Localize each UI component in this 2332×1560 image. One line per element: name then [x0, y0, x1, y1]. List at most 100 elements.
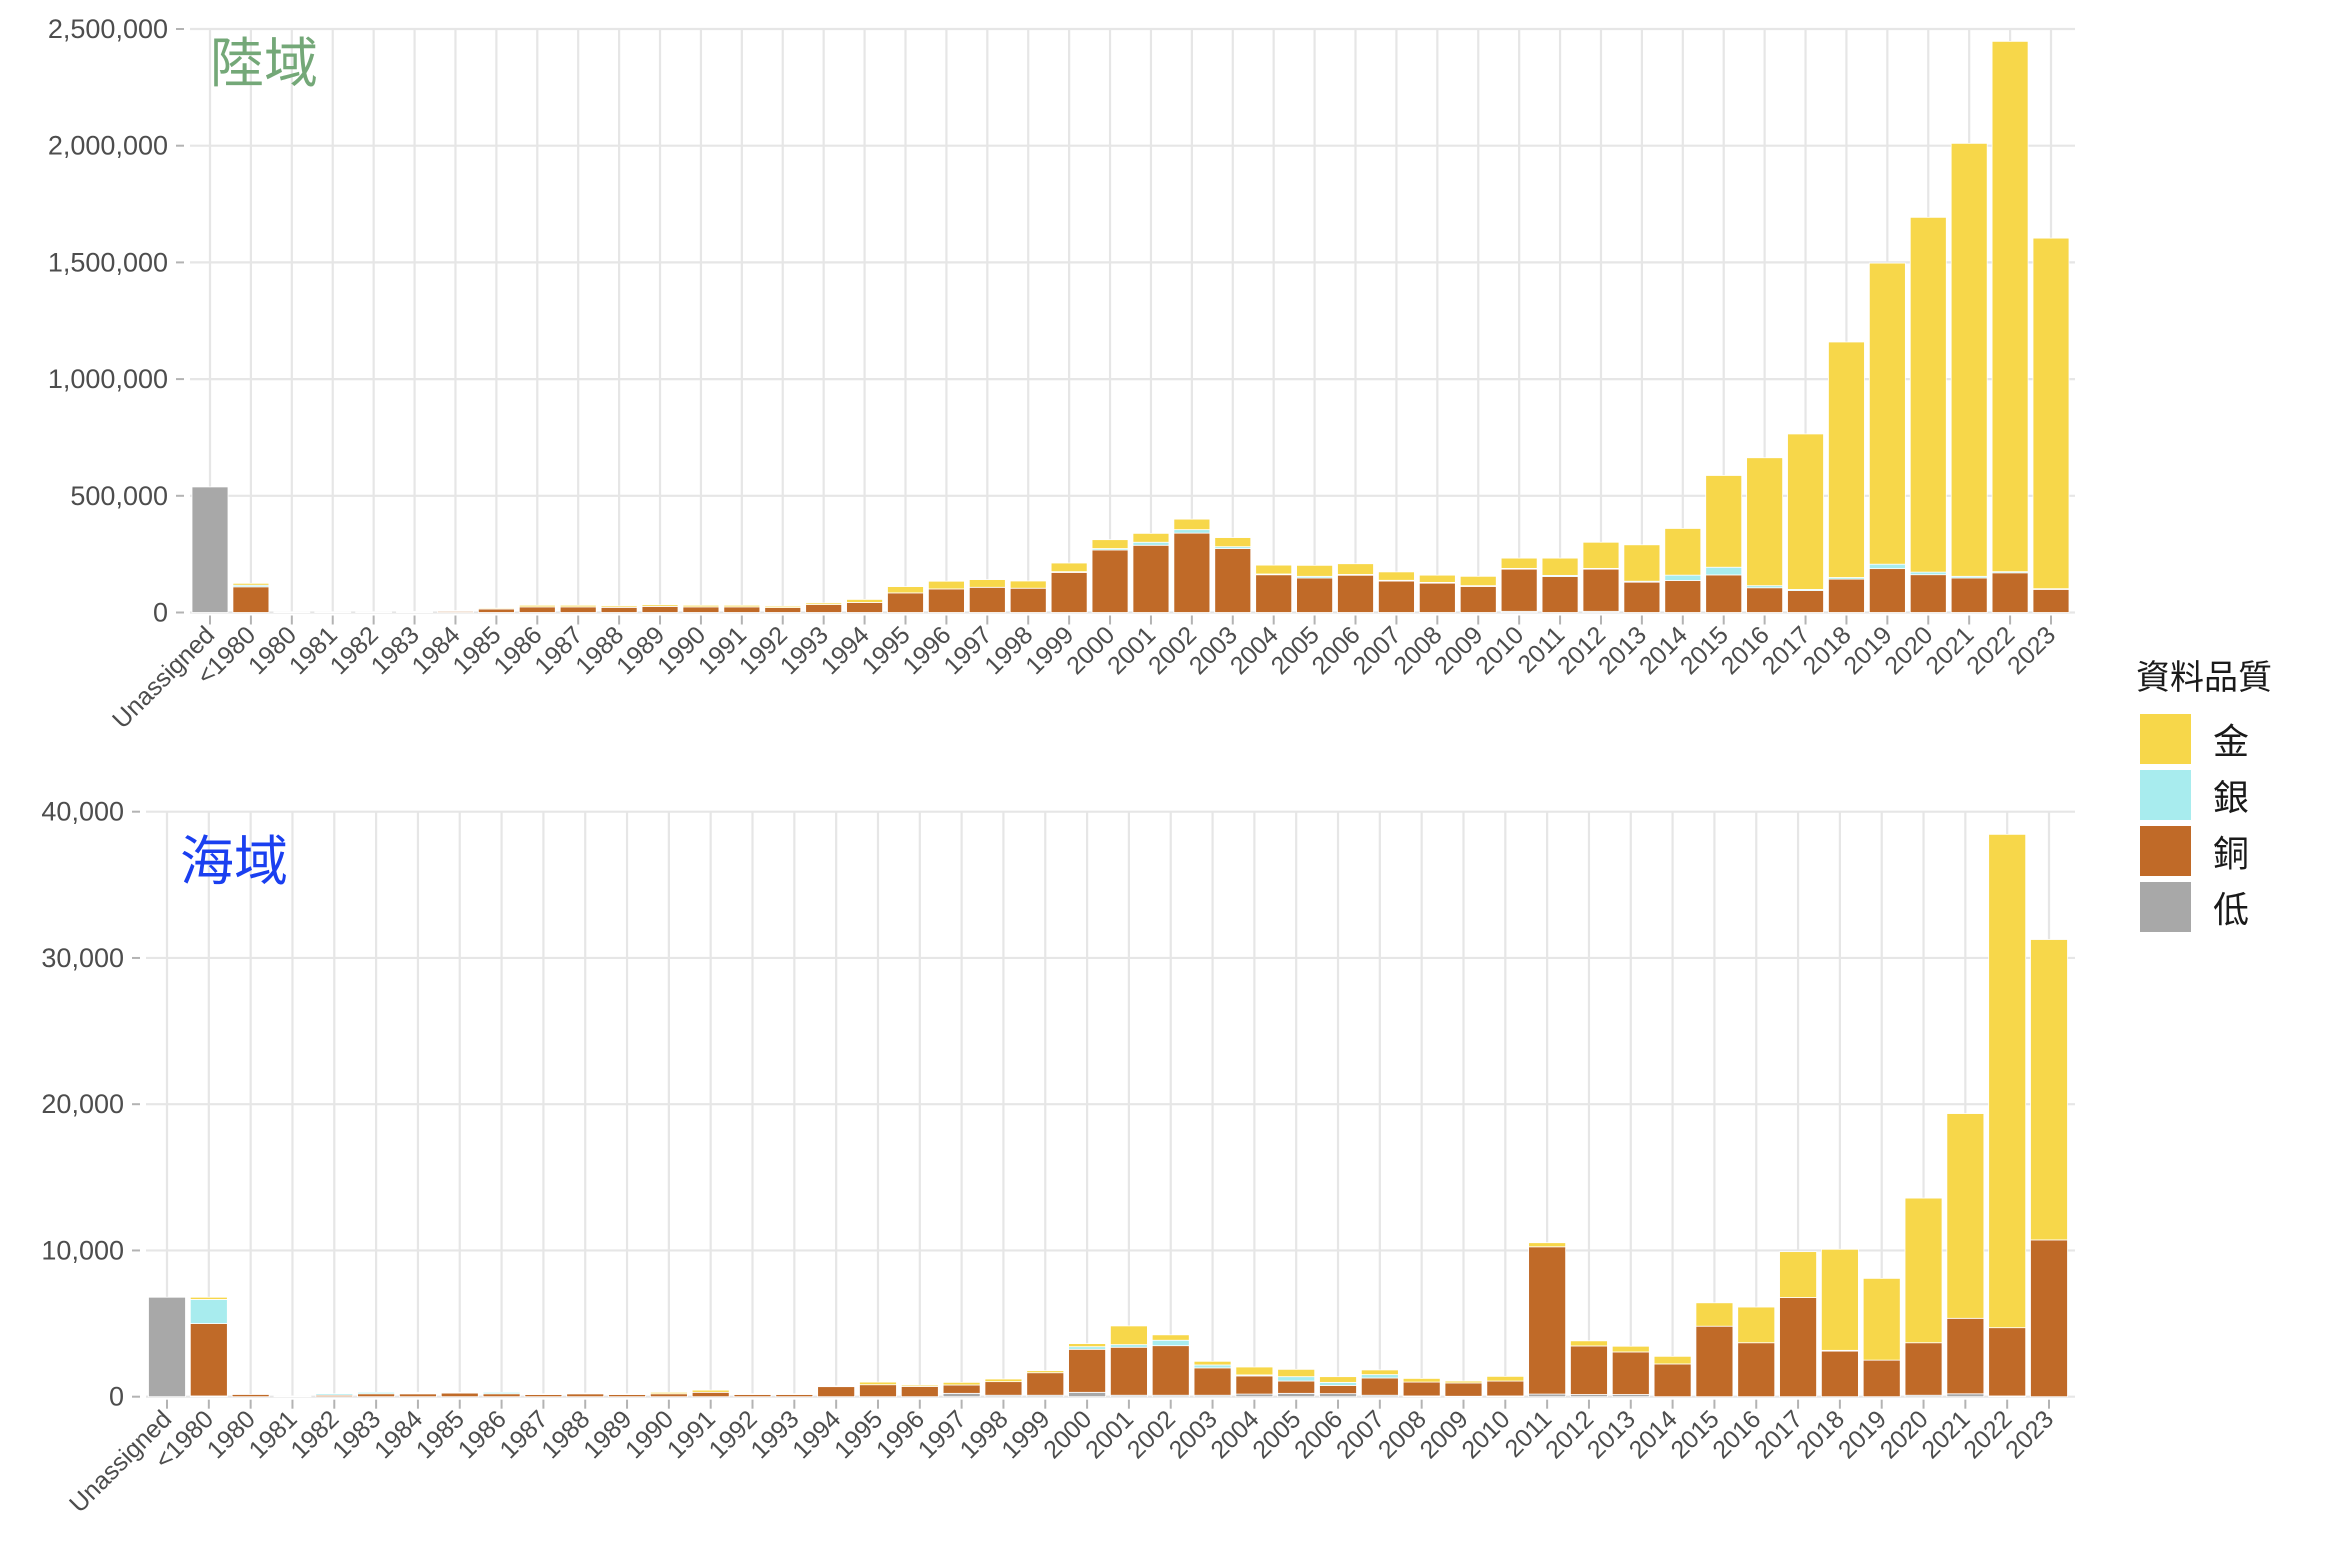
bar-segment-gold: [968, 579, 1006, 588]
bar-segment-gold: [1904, 1197, 1943, 1344]
bar-segment-gold: [232, 582, 270, 586]
bar-segment-gold: [518, 604, 556, 608]
bar-segment-silver: [1132, 541, 1170, 546]
bar-segment-bronze: [817, 1385, 856, 1398]
stacked-bar: [1418, 574, 1456, 613]
bar-segment-low: [191, 486, 229, 613]
bar-segment-bronze: [1653, 1363, 1692, 1398]
bar-segment-bronze: [273, 1395, 312, 1398]
stacked-bar: [559, 604, 597, 613]
stacked-bar: [1862, 1277, 1901, 1398]
bar-segment-gold: [189, 1296, 228, 1300]
stacked-bar: [1151, 1334, 1190, 1398]
bar-segment-bronze: [887, 592, 924, 613]
stacked-bar: [900, 1384, 939, 1398]
bar-segment-gold: [691, 1389, 730, 1393]
stacked-bar: [189, 1296, 228, 1398]
y-tick-label: 40,000: [41, 797, 124, 827]
stacked-bar: [1255, 564, 1293, 613]
bar-segment-silver: [1664, 574, 1702, 581]
legend-item-low: 低: [2140, 879, 2272, 935]
legend-item-bronze: 銅: [2140, 823, 2272, 879]
bar-segment-gold: [524, 1393, 563, 1395]
bar-segment-bronze: [1402, 1381, 1441, 1397]
bar-segment-gold: [1988, 833, 2027, 1329]
bar-segment-gold: [1820, 1248, 1859, 1351]
bar-segment-gold: [1695, 1302, 1734, 1327]
stacked-bar: [2030, 939, 2068, 1398]
bar-segment-bronze: [1026, 1372, 1065, 1396]
bar-segment-gold: [1611, 1345, 1650, 1353]
bar-segment-gold: [900, 1384, 939, 1387]
stacked-bar: [641, 604, 679, 613]
bar-segment-silver: [1193, 1364, 1232, 1369]
stacked-bar: [733, 1393, 772, 1398]
stacked-bar: [846, 599, 883, 613]
stacked-bar: [968, 579, 1006, 613]
stacked-bar: [859, 1381, 897, 1398]
stacked-bar: [273, 611, 311, 613]
bar-segment-bronze: [1110, 1346, 1148, 1396]
stacked-bar: [518, 604, 556, 613]
stacked-bar: [1991, 40, 2029, 613]
y-tick-label: 10,000: [41, 1235, 124, 1265]
bar-segment-gold: [1950, 142, 1988, 577]
bar-segment-gold: [682, 604, 720, 608]
bar-segment-bronze: [942, 1384, 981, 1394]
bar-segment-silver: [1277, 1376, 1316, 1382]
stacked-bar: [1132, 532, 1170, 613]
bar-segment-gold: [1444, 1380, 1483, 1384]
stacked-bar: [1653, 1355, 1692, 1398]
stacked-bar: [1779, 1251, 1817, 1398]
bar-segment-bronze: [1360, 1377, 1399, 1396]
bar-segment-gold: [1009, 580, 1047, 589]
bar-segment-silver: [1360, 1374, 1399, 1379]
bar-segment-bronze: [1988, 1327, 2027, 1397]
stacked-bar: [1950, 142, 1988, 613]
bar-segment-bronze: [649, 1393, 688, 1398]
panel-title: 陸域: [210, 32, 318, 95]
bar-segment-gold: [1378, 571, 1415, 581]
bar-segment-gold: [859, 1381, 897, 1386]
bar-segment-gold: [1991, 40, 2029, 573]
x-tick-label: 2023: [2002, 621, 2061, 680]
bar-segment-gold: [1459, 575, 1497, 587]
bar-segment-silver: [1319, 1381, 1357, 1386]
bar-segment-bronze: [2032, 588, 2070, 613]
bar-segment-gold: [1862, 1277, 1901, 1361]
bar-segment-gold: [1214, 537, 1252, 548]
stacked-bar: [524, 1393, 563, 1398]
bar-segment-bronze: [1337, 574, 1374, 613]
bar-segment-low: [1068, 1391, 1106, 1398]
x-tick-label: 2023: [2000, 1405, 2059, 1464]
bar-segment-gold: [764, 605, 802, 608]
bar-segment-bronze: [1904, 1342, 1943, 1396]
bar-segment-gold: [1110, 1325, 1148, 1346]
bar-segment-bronze: [1828, 578, 1865, 613]
y-tick-label: 1,000,000: [48, 364, 168, 394]
stacked-bar: [1360, 1369, 1399, 1398]
bar-segment-bronze: [1068, 1348, 1106, 1393]
bar-segment-bronze: [1787, 590, 1824, 613]
bar-segment-bronze: [1277, 1380, 1316, 1394]
bar-segment-bronze: [1255, 574, 1293, 613]
stacked-bar: [1664, 528, 1702, 613]
stacked-bar: [231, 1394, 270, 1398]
bar-segment-gold: [559, 604, 597, 608]
bars: [191, 40, 2070, 613]
bar-segment-bronze: [357, 1393, 396, 1398]
stacked-bar: [1110, 1325, 1148, 1398]
panel-title: 海域: [180, 830, 288, 893]
stacked-bar: [1009, 580, 1047, 613]
bar-segment-gold: [1402, 1378, 1441, 1383]
bar-segment-bronze: [1091, 549, 1129, 613]
stacked-bar: [355, 611, 393, 613]
bar-segment-bronze: [1193, 1367, 1232, 1396]
bar-segment-bronze: [1009, 587, 1047, 613]
bar-segment-bronze: [1319, 1385, 1357, 1395]
bar-segment-bronze: [1862, 1359, 1901, 1398]
bar-segment-bronze: [1946, 1317, 1985, 1395]
y-tick-label: 20,000: [41, 1089, 124, 1119]
stacked-bar: [357, 1391, 396, 1398]
